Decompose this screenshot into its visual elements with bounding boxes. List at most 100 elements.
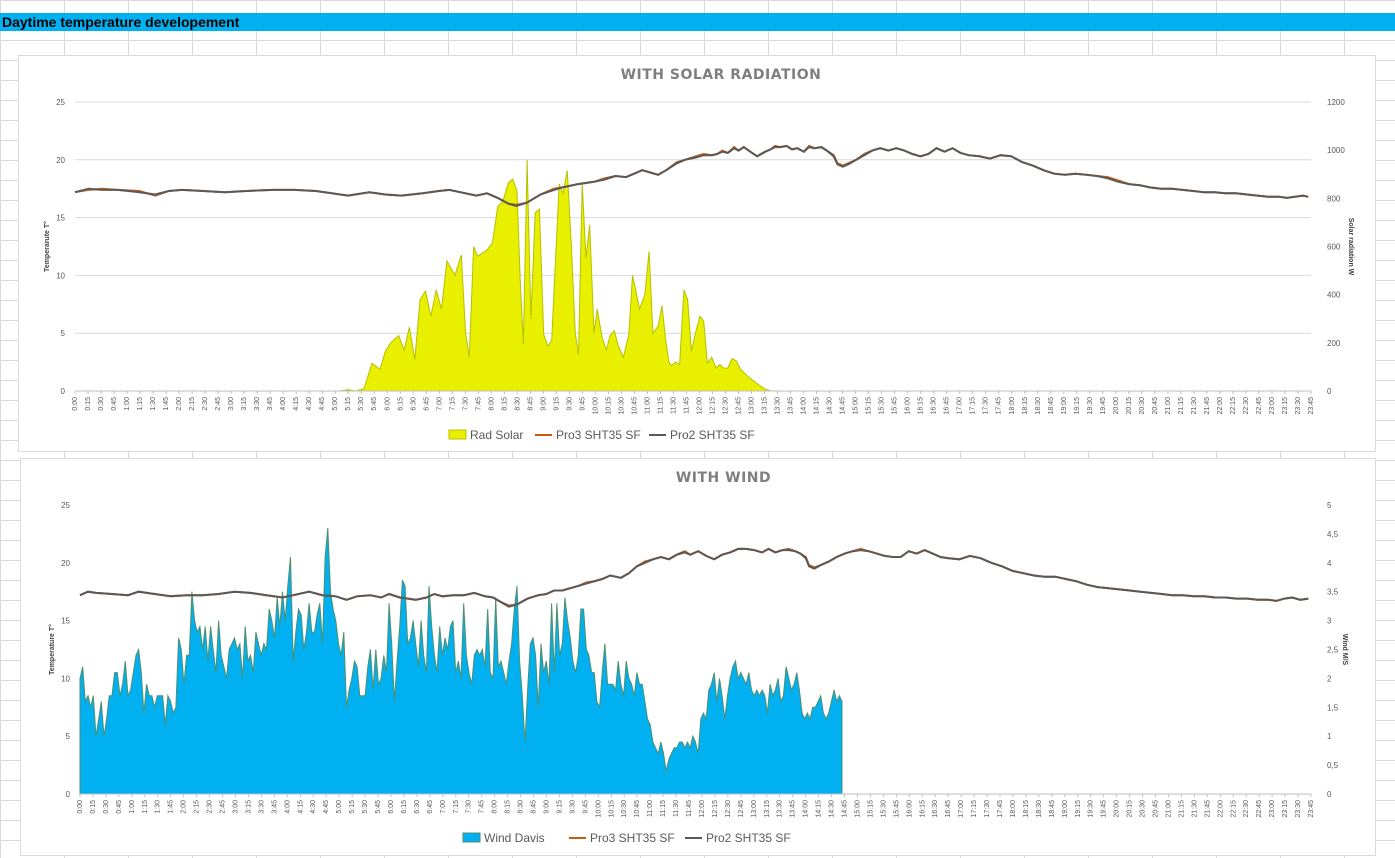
- x-tick-label: 3:30: [254, 397, 261, 411]
- x-tick-label: 15:15: [867, 800, 874, 818]
- x-tick-label: 21:15: [1178, 397, 1185, 415]
- x-tick-label: 5:45: [371, 397, 378, 411]
- chart-solar-radiation[interactable]: WITH SOLAR RADIATION 0 5 10 15 20 25 0 200 400 600…: [18, 55, 1376, 452]
- x-tick-label: 21:15: [1178, 800, 1185, 818]
- x-tick-label: 21:00: [1165, 397, 1172, 415]
- x-tick-label: 7:30: [462, 397, 469, 411]
- y2-tick-label: 0: [1327, 790, 1332, 799]
- x-tick-label: 4:30: [306, 397, 313, 411]
- x-tick-label: 17:45: [997, 800, 1004, 818]
- x-tick-label: 9:30: [569, 800, 576, 814]
- x-tick-label: 2:15: [189, 397, 196, 411]
- x-tick-label: 20:30: [1140, 800, 1147, 818]
- x-tick-label: 14:15: [816, 800, 823, 818]
- x-tick-label: 13:30: [775, 397, 782, 415]
- x-tick-label: 0:30: [98, 397, 105, 411]
- x-tick-label: 23:00: [1269, 397, 1276, 415]
- x-tick-label: 8:45: [531, 800, 538, 814]
- x-tick-label: 3:15: [241, 397, 248, 411]
- x-tick-label: 12:15: [712, 800, 719, 818]
- x-tick-label: 16:15: [919, 800, 926, 818]
- y2-tick-label: 2: [1327, 674, 1332, 683]
- x-tick-label: 4:00: [284, 800, 291, 814]
- x-tick-label: 12:45: [738, 800, 745, 818]
- x-tick-label: 18:00: [1009, 397, 1016, 415]
- legend-label: Rad Solar: [470, 428, 523, 442]
- chart-wind[interactable]: WITH WIND 0 5 10 15 20 25 0 0,5 1 1,5 2 2,5 3 3,5 4 4,5 5…: [20, 458, 1376, 856]
- x-tick-label: 17:45: [996, 397, 1003, 415]
- x-tick-label: 19:45: [1101, 800, 1108, 818]
- x-tick-label: 22:00: [1217, 397, 1224, 415]
- legend-label: Pro2 SHT35 SF: [706, 831, 791, 845]
- x-tick-label: 19:15: [1075, 800, 1082, 818]
- x-tick-label: 18:15: [1023, 800, 1030, 818]
- x-tick-label: 15:30: [880, 800, 887, 818]
- x-tick-label: 4:15: [293, 397, 300, 411]
- x-tick-label: 8:15: [501, 397, 508, 411]
- x-tick-label: 4:45: [319, 397, 326, 411]
- legend-swatch: [462, 832, 481, 843]
- x-tick-label: 20:00: [1113, 397, 1120, 415]
- x-tick-label: 8:00: [492, 800, 499, 814]
- x-tick-label: 20:00: [1114, 800, 1121, 818]
- x-tick-label: 13:00: [749, 397, 756, 415]
- series-line-1: [79, 547, 1309, 607]
- x-tick-label: 8:15: [505, 800, 512, 814]
- x-tick-label: 16:00: [905, 397, 912, 415]
- series-line-2: [74, 144, 1309, 208]
- y2-tick-label: 1: [1327, 732, 1332, 741]
- x-tick-label: 1:00: [124, 397, 131, 411]
- x-tick-label: 21:30: [1191, 397, 1198, 415]
- y-tick-label: 0: [66, 790, 71, 799]
- x-tick-label: 17:00: [958, 800, 965, 818]
- chart-wind-svg: WITH WIND 0 5 10 15 20 25 0 0,5 1 1,5 2 2,5 3 3,5 4 4,5 5…: [48, 470, 1348, 845]
- x-tick-label: 8:45: [527, 397, 534, 411]
- x-tick-label: 23:00: [1269, 800, 1276, 818]
- y-tick-label: 15: [61, 617, 70, 626]
- x-tick-label: 21:45: [1204, 397, 1211, 415]
- x-tick-label: 18:30: [1035, 397, 1042, 415]
- legend-label: Wind Davis: [484, 831, 545, 845]
- x-tick-label: 22:15: [1230, 397, 1237, 415]
- y2-tick-label: 4,5: [1327, 530, 1339, 539]
- x-tick-label: 2:45: [220, 800, 227, 814]
- legend-swatch: [448, 429, 467, 440]
- x-tick-label: 21:45: [1204, 800, 1211, 818]
- x-tick-label: 19:45: [1100, 397, 1107, 415]
- x-tick-label: 11:15: [657, 397, 664, 414]
- x-tick-label: 17:30: [984, 800, 991, 818]
- x-tick-label: 20:15: [1126, 397, 1133, 415]
- x-tick-label: 6:45: [427, 800, 434, 814]
- x-tick-label: 1:30: [150, 397, 157, 411]
- x-tick-label: 4:00: [280, 397, 287, 411]
- x-tick-label: 8:30: [518, 800, 525, 814]
- y2-tick-label: 4: [1327, 559, 1332, 568]
- x-tick-label: 13:00: [751, 800, 758, 818]
- legend-label: Pro2 SHT35 SF: [670, 428, 755, 442]
- x-tick-label: 14:30: [829, 800, 836, 818]
- x-tick-label: 2:30: [207, 800, 214, 814]
- x-tick-label: 15:30: [879, 397, 886, 415]
- x-tick-label: 13:45: [788, 397, 795, 415]
- x-tick-label: 18:30: [1036, 800, 1043, 818]
- x-tick-label: 12:45: [736, 397, 743, 415]
- y-tick-label: 0: [61, 387, 66, 396]
- x-tick-label: 5:30: [358, 397, 365, 411]
- x-tick-label: 7:00: [436, 397, 443, 411]
- x-tick-label: 16:45: [944, 397, 951, 415]
- x-tick-label: 6:45: [423, 397, 430, 411]
- y2-tick-label: 5: [1327, 501, 1332, 510]
- x-tick-label: 10:15: [605, 397, 612, 415]
- y2-tick-label: 1,5: [1327, 703, 1339, 712]
- x-tick-label: 12:00: [697, 397, 704, 415]
- x-tick-label: 0:00: [77, 800, 84, 814]
- y-tick-label: 10: [61, 674, 70, 683]
- x-tick-label: 3:30: [258, 800, 265, 814]
- x-tick-label: 1:15: [142, 800, 149, 814]
- x-tick-label: 23:15: [1282, 397, 1289, 415]
- x-tick-label: 22:45: [1256, 800, 1263, 818]
- x-tick-label: 5:15: [345, 397, 352, 411]
- y2-tick-label: 200: [1327, 339, 1341, 348]
- x-tick-label: 6:30: [410, 397, 417, 411]
- x-tick-label: 5:15: [349, 800, 356, 814]
